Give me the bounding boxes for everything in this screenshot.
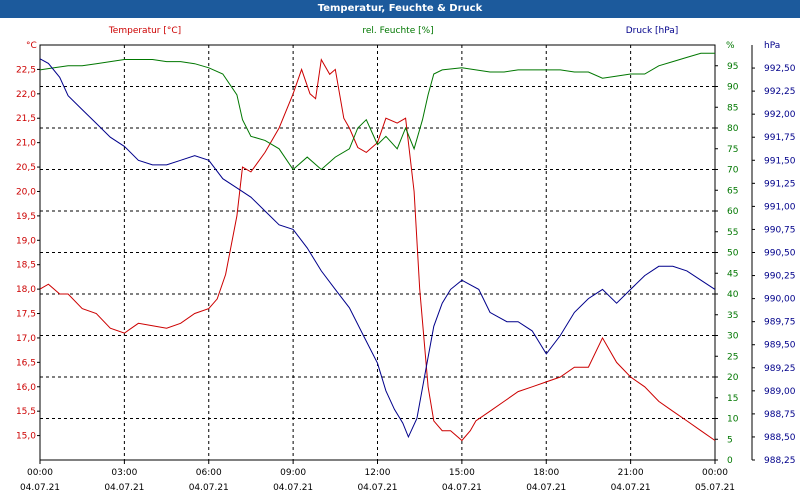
series-layer [39, 52, 716, 442]
x-tick-time-label: 18:00 [533, 468, 559, 478]
temp-tick-label: 19,5 [16, 212, 36, 222]
humidity-tick-label: 75 [727, 145, 738, 155]
pressure-tick-label: 988,75 [764, 410, 796, 420]
x-tick-date-label: 04.07.21 [611, 483, 651, 493]
humidity-series-line [39, 52, 715, 171]
pressure-tick-label: 989,75 [764, 318, 796, 328]
temp-tick-label: 16,5 [16, 358, 36, 368]
pressure-tick-label: 991,00 [764, 202, 796, 212]
pressure-tick-label: 992,50 [764, 64, 796, 74]
temp-tick-label: 21,5 [16, 114, 36, 124]
temperature-series-line [39, 58, 716, 442]
x-tick-time-label: 00:00 [27, 468, 53, 478]
x-tick-date-label: 04.07.21 [189, 483, 229, 493]
pressure-tick-label: 991,25 [764, 179, 796, 189]
temp-tick-label: 16,0 [16, 383, 36, 393]
pressure-tick-label: 989,00 [764, 387, 796, 397]
humidity-tick-label: 90 [727, 83, 739, 93]
humidity-tick-label: 0 [727, 456, 733, 466]
x-tick-time-label: 00:00 [702, 468, 728, 478]
humidity-tick-label: 65 [727, 186, 738, 196]
pressure-unit-label: hPa [764, 41, 780, 51]
x-tick-date-label: 04.07.21 [526, 483, 566, 493]
humidity-tick-label: 55 [727, 228, 738, 238]
pressure-tick-label: 990,25 [764, 272, 796, 282]
temp-unit-label: °C [26, 41, 37, 51]
temp-tick-label: 20,5 [16, 163, 36, 173]
humidity-axis-label: rel. Feuchte [%] [362, 26, 433, 36]
humidity-tick-label: 60 [727, 207, 739, 217]
pressure-tick-label: 989,25 [764, 364, 796, 374]
temp-tick-label: 15,0 [16, 432, 36, 442]
x-tick-date-label: 05.07.21 [695, 483, 735, 493]
pressure-tick-label: 991,50 [764, 156, 796, 166]
humidity-tick-label: 85 [727, 103, 738, 113]
temp-tick-label: 22,0 [16, 90, 36, 100]
x-tick-time-label: 12:00 [365, 468, 391, 478]
pressure-tick-label: 990,00 [764, 295, 796, 305]
humidity-tick-label: 95 [727, 62, 738, 72]
pressure-tick-label: 990,75 [764, 225, 796, 235]
humidity-tick-label: 30 [727, 332, 739, 342]
humidity-tick-label: 70 [727, 166, 739, 176]
pressure-tick-label: 992,25 [764, 87, 796, 97]
pressure-tick-label: 989,50 [764, 341, 796, 351]
humidity-tick-label: 50 [727, 249, 739, 259]
temp-tick-label: 20,0 [16, 187, 36, 197]
pressure-tick-label: 992,00 [764, 110, 796, 120]
grid [40, 45, 715, 460]
temp-tick-label: 21,0 [16, 139, 36, 149]
x-tick-time-label: 15:00 [449, 468, 475, 478]
temp-tick-label: 15,5 [16, 407, 36, 417]
humidity-tick-label: 5 [727, 435, 733, 445]
temp-axis-label: Temperatur [°C] [108, 26, 181, 36]
temp-tick-label: 22,5 [16, 65, 36, 75]
humidity-unit-label: % [726, 41, 735, 51]
x-tick-date-label: 04.07.21 [273, 483, 313, 493]
humidity-tick-label: 35 [727, 311, 738, 321]
temp-tick-label: 17,5 [16, 310, 36, 320]
x-tick-time-label: 21:00 [618, 468, 644, 478]
x-tick-date-label: 04.07.21 [104, 483, 144, 493]
humidity-tick-label: 10 [727, 415, 739, 425]
x-tick-date-label: 04.07.21 [442, 483, 482, 493]
pressure-tick-label: 990,50 [764, 249, 796, 259]
pressure-tick-label: 988,25 [764, 456, 796, 466]
humidity-tick-label: 20 [727, 373, 739, 383]
pressure-series-line [39, 58, 716, 439]
humidity-tick-label: 80 [727, 124, 739, 134]
chart-canvas: Temperatur [°C] rel. Feuchte [%] Druck [… [16, 26, 796, 493]
x-tick-time-label: 03:00 [111, 468, 137, 478]
humidity-tick-label: 45 [727, 269, 738, 279]
humidity-tick-label: 40 [727, 290, 739, 300]
humidity-tick-label: 15 [727, 394, 738, 404]
temp-tick-label: 18,5 [16, 261, 36, 271]
pressure-tick-label: 988,50 [764, 433, 796, 443]
pressure-tick-label: 991,75 [764, 133, 796, 143]
ticks-layer: 00:00 04.07.21 03:00 04.07.21 06:00 04.07.21 0… [16, 45, 796, 493]
x-tick-time-label: 06:00 [196, 468, 222, 478]
temp-tick-label: 17,0 [16, 334, 36, 344]
chart-title: Temperatur, Feuchte & Druck [0, 0, 800, 18]
humidity-tick-label: 25 [727, 352, 738, 362]
x-tick-date-label: 04.07.21 [20, 483, 60, 493]
pressure-axis-label: Druck [hPa] [626, 26, 679, 36]
x-tick-time-label: 09:00 [280, 468, 306, 478]
x-tick-date-label: 04.07.21 [357, 483, 397, 493]
temp-tick-label: 19,0 [16, 236, 36, 246]
temp-tick-label: 18,0 [16, 285, 36, 295]
